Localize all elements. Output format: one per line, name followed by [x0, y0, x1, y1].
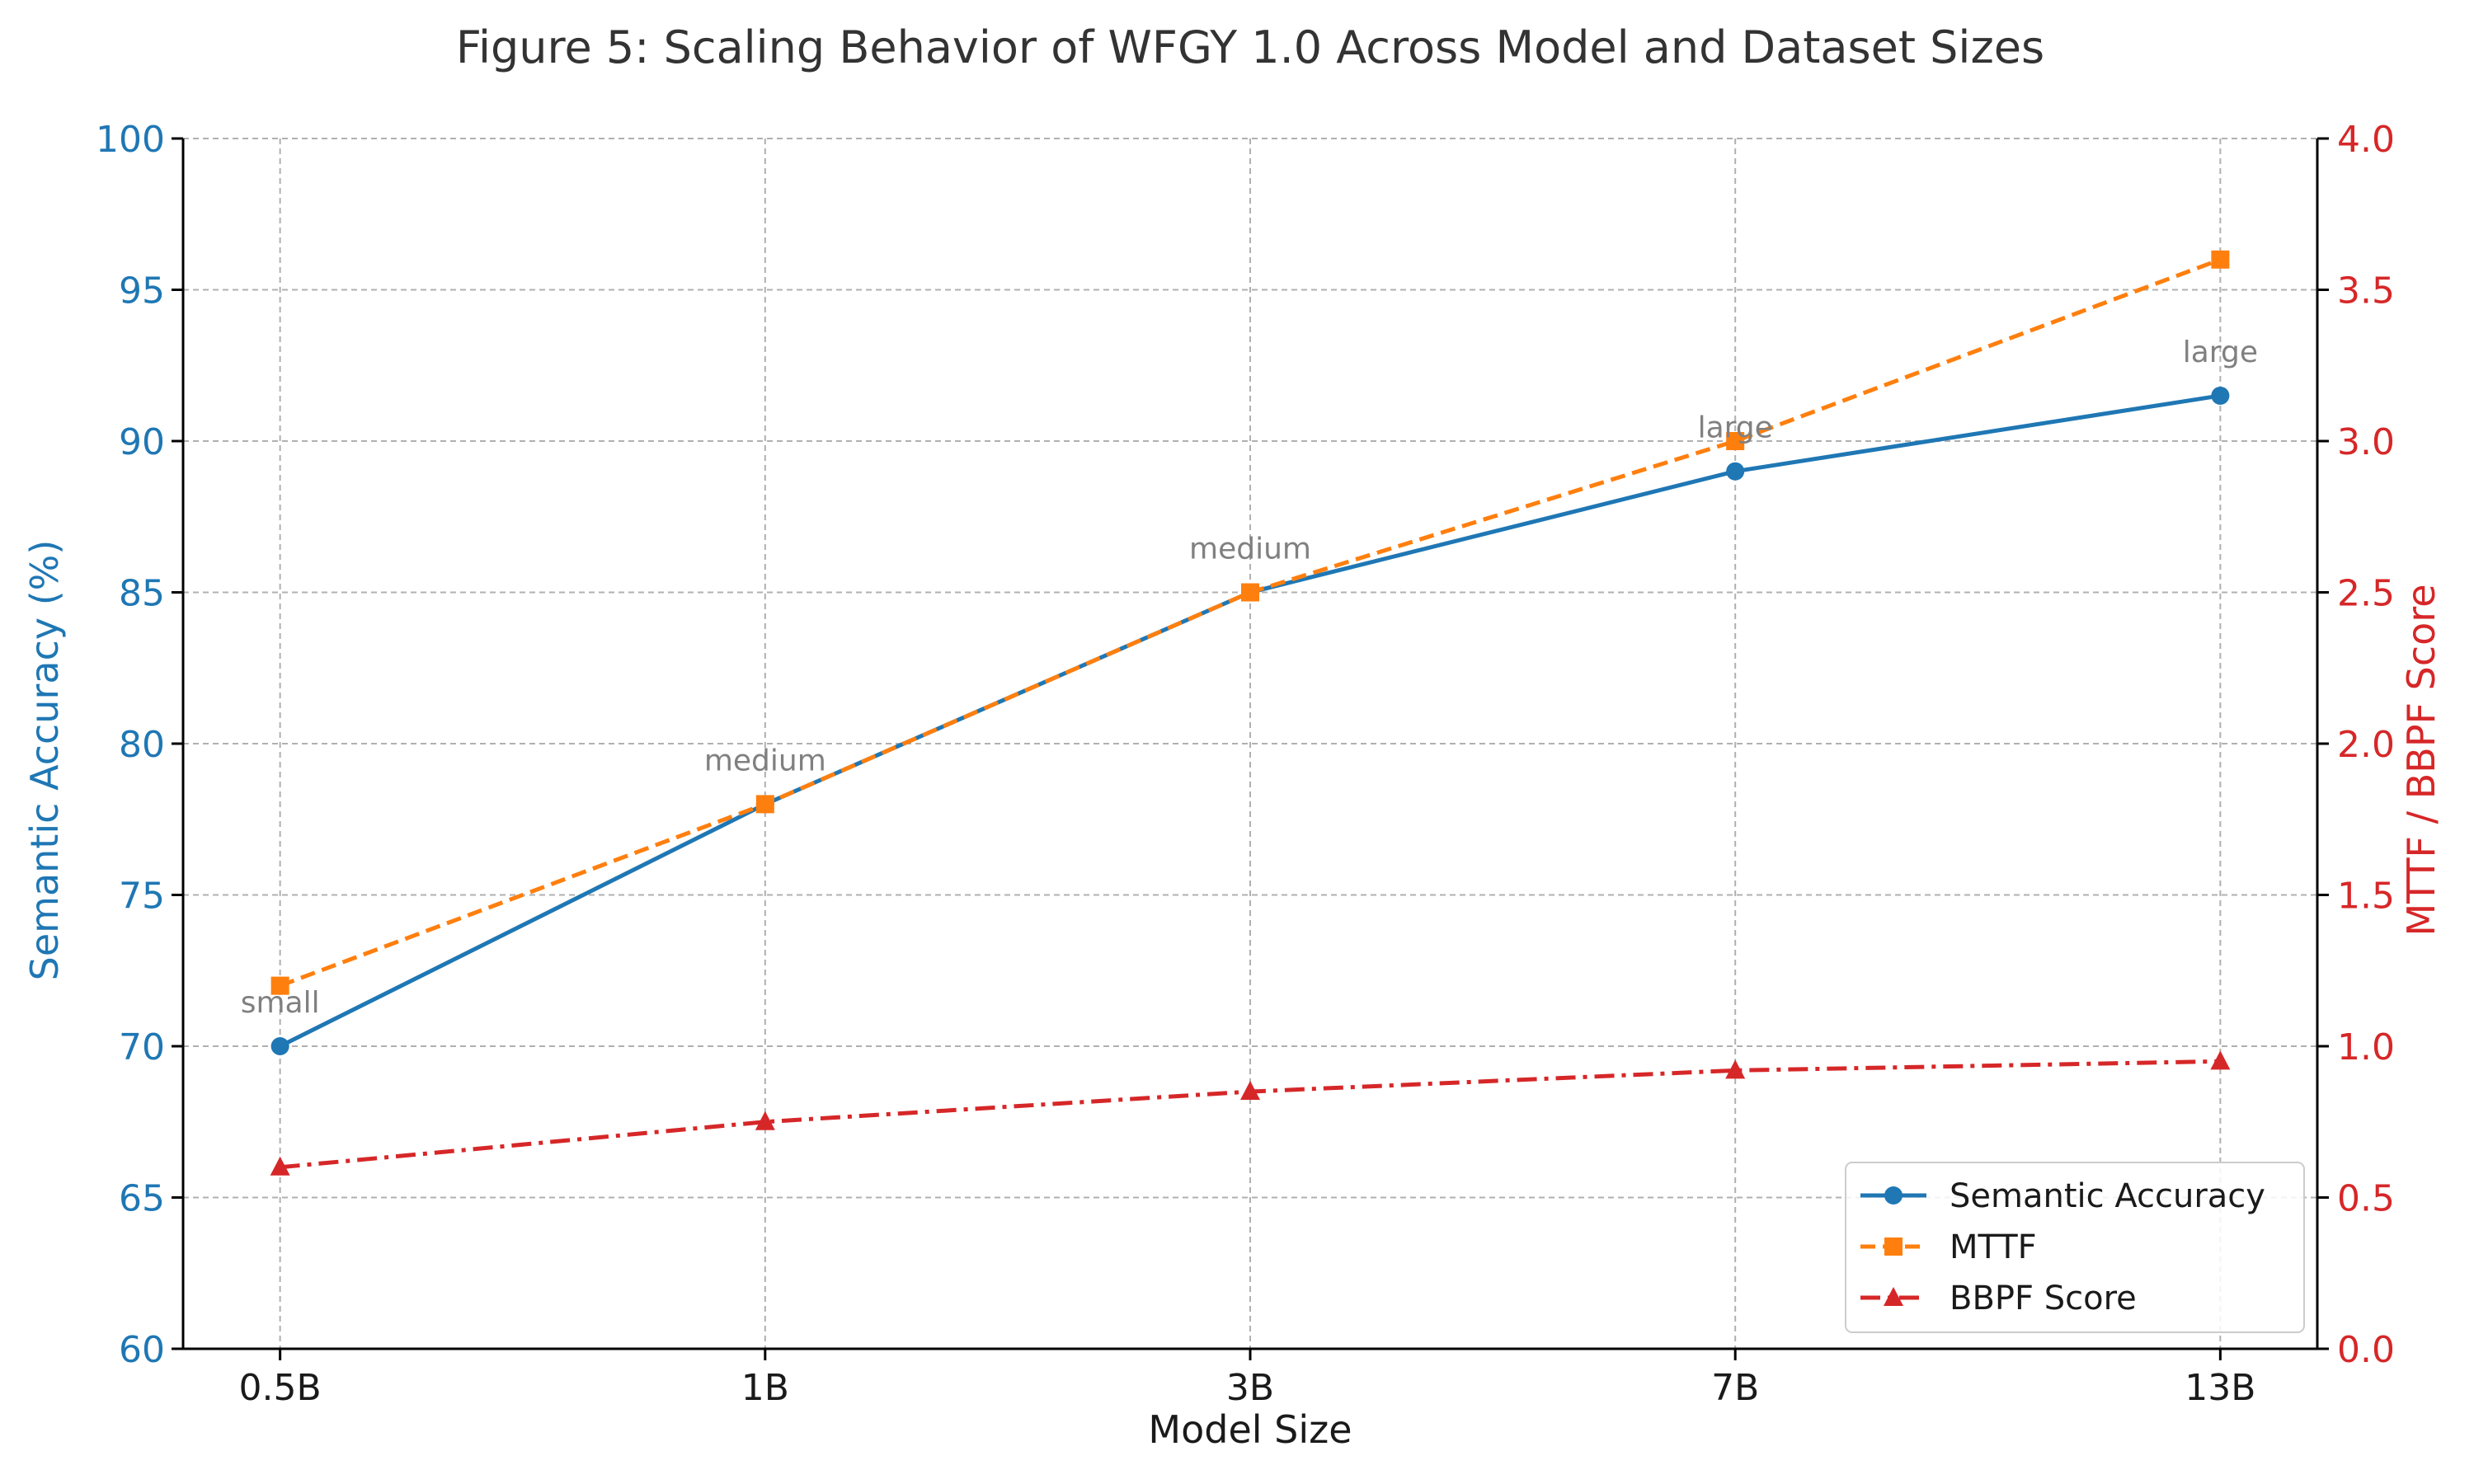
right-tick-label: 1.0	[2337, 1026, 2395, 1068]
right-tick-label: 2.0	[2337, 724, 2395, 766]
right-tick-label: 3.0	[2337, 421, 2395, 463]
left-tick-label: 65	[119, 1178, 165, 1220]
series-line	[279, 393, 2221, 1049]
annotation-label: medium	[1189, 532, 1311, 566]
legend-swatch-marker	[1884, 1237, 1903, 1256]
left-tick-label: 60	[119, 1329, 165, 1371]
right-tick-label: 4.0	[2337, 119, 2395, 161]
legend-box	[1845, 1162, 2305, 1333]
data-point	[1725, 1059, 1746, 1079]
series	[270, 250, 2231, 1176]
x-tick-label: 1B	[741, 1367, 789, 1409]
data-point	[755, 795, 774, 814]
data-point	[270, 1156, 290, 1176]
legend-item: MTTF	[1860, 1228, 2037, 1266]
annotations: small medium medium large large	[241, 336, 2258, 1020]
data-point	[2210, 1050, 2231, 1070]
legend-label: BBPF Score	[1950, 1280, 2137, 1317]
chart-title: Figure 5: Scaling Behavior of WFGY 1.0 A…	[456, 21, 2044, 73]
x-axis-label: Model Size	[1148, 1407, 1352, 1452]
legend-swatch-marker	[1884, 1186, 1903, 1205]
right-tick-label: 0.0	[2337, 1329, 2395, 1371]
grid	[183, 138, 2317, 1350]
annotation-label: small	[241, 986, 320, 1020]
data-point	[1240, 1081, 1260, 1101]
x-tick-label: 7B	[1711, 1367, 1759, 1409]
right-y-axis: 0.0 0.5 1.0 1.5 2.0 2.5 3.0 3.5 4.0	[2317, 119, 2395, 1371]
data-point	[1241, 583, 1259, 602]
right-y-axis-label: MTTF / BBPF Score	[2399, 584, 2443, 936]
x-tick-label: 3B	[1226, 1367, 1274, 1409]
data-point	[270, 976, 289, 995]
right-tick-label: 3.5	[2337, 270, 2395, 312]
x-axis: 0.5B 1B 3B 7B 13B	[239, 1349, 2255, 1409]
data-point	[1726, 462, 1745, 481]
data-point	[1726, 432, 1745, 450]
series-mttf	[270, 250, 2230, 995]
left-tick-label: 85	[119, 573, 165, 615]
data-point	[2211, 250, 2230, 269]
data-point	[2211, 386, 2230, 405]
right-tick-label: 2.5	[2337, 573, 2395, 615]
legend-item: Semantic Accuracy	[1860, 1177, 2265, 1215]
left-tick-label: 90	[119, 421, 165, 463]
annotation-label: medium	[704, 744, 826, 777]
right-tick-label: 0.5	[2337, 1178, 2395, 1220]
left-y-axis-label: Semantic Accuracy (%)	[22, 540, 67, 981]
left-tick-label: 95	[119, 270, 165, 312]
annotation-label: large	[2183, 336, 2258, 369]
data-point	[755, 1111, 775, 1130]
legend: Semantic Accuracy MTTF BBPF Score	[1845, 1162, 2305, 1333]
legend-swatch-marker	[1884, 1287, 1903, 1306]
x-tick-label: 0.5B	[239, 1367, 322, 1409]
x-tick-label: 13B	[2185, 1367, 2255, 1409]
data-point	[270, 1037, 289, 1055]
series-bbpf-score	[270, 1050, 2231, 1176]
left-tick-label: 80	[119, 724, 165, 766]
left-tick-label: 75	[119, 876, 165, 918]
left-tick-label: 70	[119, 1026, 165, 1068]
legend-label: Semantic Accuracy	[1950, 1177, 2265, 1215]
right-tick-label: 1.5	[2337, 876, 2395, 918]
legend-item: BBPF Score	[1860, 1280, 2137, 1317]
legend-label: MTTF	[1950, 1228, 2037, 1266]
left-y-axis: 60 65 70 75 80 85 90 95 100	[96, 119, 183, 1371]
annotation-label: large	[1698, 411, 1773, 445]
left-tick-label: 100	[96, 119, 165, 161]
